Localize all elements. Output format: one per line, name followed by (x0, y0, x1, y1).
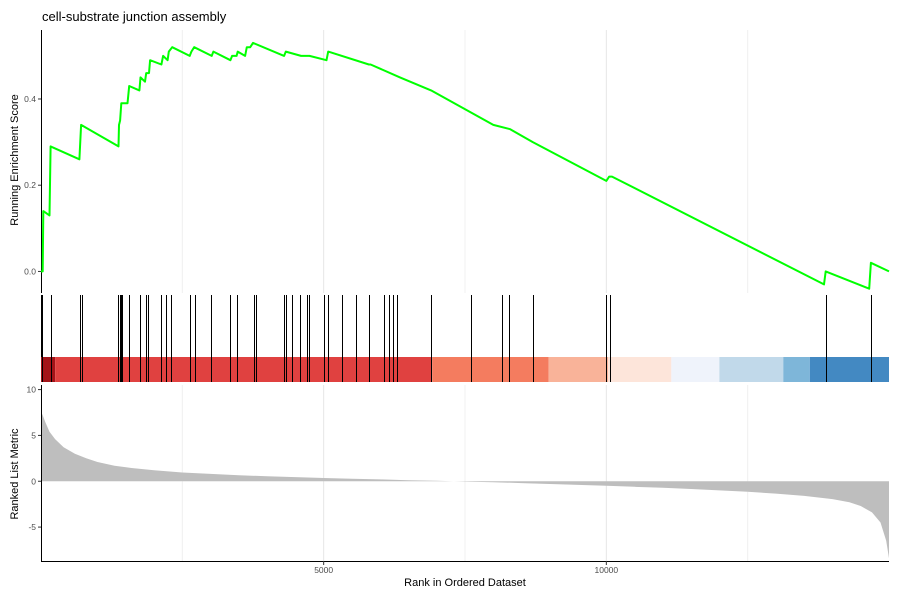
es-gridlines (181, 30, 749, 293)
es-y-tick-label-1: 0.2 (24, 180, 36, 190)
x-axis-title: Rank in Ordered Dataset (404, 577, 526, 589)
rank-color-bar (41, 357, 889, 382)
metric-y-tick-label-2: 5 (31, 430, 36, 440)
rank-bar-segment-3 (548, 357, 609, 382)
running-enrichment-line (41, 41, 890, 290)
rank-bar-segment-0 (41, 357, 56, 382)
es-y-axis-title: Running Enrichment Score (9, 94, 21, 225)
metric-y-ticks: -5 0 5 10 (27, 385, 41, 532)
metric-y-tick-label-3: 10 (27, 385, 37, 395)
gene-hit-lines (42, 295, 872, 382)
chart-title: cell-substrate junction assembly (42, 9, 227, 24)
x-tick-label-1: 10000 (595, 565, 619, 575)
rank-bar-segment-7 (783, 357, 810, 382)
metric-y-tick-label-1: 0 (31, 476, 36, 486)
rank-bar-segment-8 (809, 357, 889, 382)
x-ticks: 5000 10000 (314, 561, 618, 575)
x-tick-label-0: 5000 (314, 565, 333, 575)
es-y-tick-label-2: 0.4 (24, 94, 36, 104)
gene-hits-panel (41, 295, 889, 382)
rank-bar-segment-1 (55, 357, 433, 382)
ranked-list-metric-panel: -5 0 5 10 Ranked List Metric 5000 10000 Rank… (9, 385, 889, 589)
metric-y-axis-title: Ranked List Metric (9, 428, 21, 520)
running-enrichment-panel: 0.0 0.2 0.4 Running Enrichment Score (9, 30, 890, 293)
es-y-tick-label-0: 0.0 (24, 266, 36, 276)
rank-bar-segment-6 (719, 357, 784, 382)
rank-bar-segment-2 (432, 357, 549, 382)
ranked-metric-area (41, 411, 889, 559)
metric-gridlines (181, 385, 749, 561)
rank-bar-segment-5 (671, 357, 720, 382)
metric-y-tick-label-0: -5 (28, 522, 36, 532)
es-y-ticks: 0.0 0.2 0.4 (24, 94, 41, 276)
rank-bar-segment-4 (608, 357, 672, 382)
